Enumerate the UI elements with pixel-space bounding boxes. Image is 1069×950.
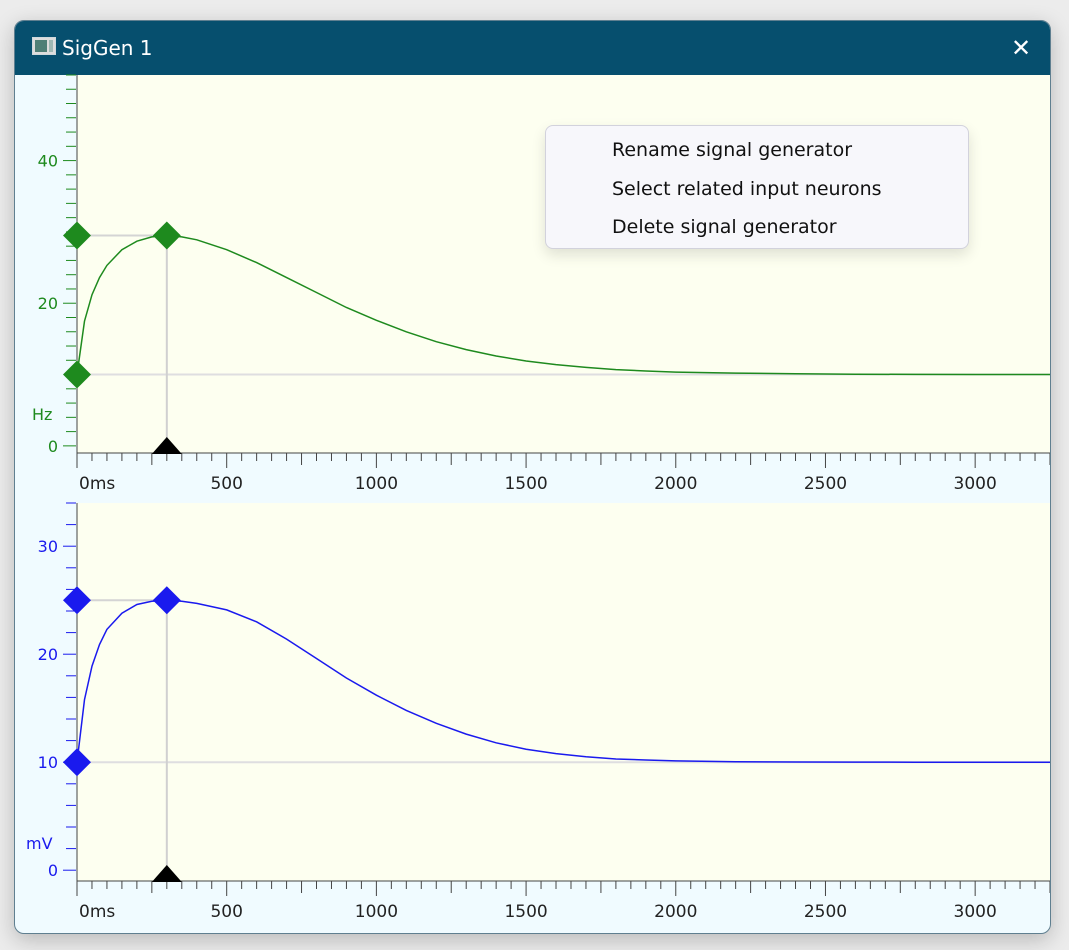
- frequency-handle-1[interactable]: [63, 360, 91, 389]
- frequency-unit-label: Hz: [32, 405, 52, 424]
- select-related-input-neurons-menu-item[interactable]: Select related input neurons: [612, 178, 882, 200]
- frequency-x-tick-label: 3000: [954, 474, 997, 494]
- voltage-handles[interactable]: [63, 586, 181, 777]
- frequency-y-tick-label: 40: [38, 152, 58, 171]
- voltage-x-tick-label: 500: [210, 902, 242, 922]
- frequency-x-tick-labels: 0ms 500 1000 1500 2000 2500 3000: [79, 474, 997, 494]
- voltage-handle-1[interactable]: [63, 748, 91, 777]
- frequency-x-ticks: [76, 453, 1050, 468]
- frequency-x-tick-label: 2500: [804, 474, 847, 494]
- voltage-handle-2[interactable]: [152, 586, 181, 615]
- siggen-window: SigGen 1 ✕ 0 20 40 Hz 0ms 500 1000 1500 2000 25…: [14, 20, 1051, 934]
- voltage-y-tick-label: 10: [38, 753, 58, 772]
- frequency-x-tick-label: 500: [210, 474, 242, 494]
- frequency-y-tick-label: 20: [38, 294, 58, 313]
- frequency-x-tick-label: 2000: [654, 474, 697, 494]
- voltage-time-marker[interactable]: [151, 865, 182, 882]
- voltage-x-tick-label: 3000: [954, 902, 997, 922]
- voltage-plot-background: [77, 503, 1050, 881]
- close-icon[interactable]: ✕: [1010, 34, 1032, 62]
- voltage-x-tick-label: 2000: [654, 902, 697, 922]
- voltage-x-tick-labels: 0ms 500 1000 1500 2000 2500 3000: [79, 902, 997, 922]
- rename-signal-generator-menu-item[interactable]: Rename signal generator: [612, 139, 853, 161]
- voltage-y-tick-label: 0: [48, 861, 58, 880]
- frequency-handle-0[interactable]: [63, 221, 91, 250]
- voltage-x-tick-label: 2500: [804, 902, 847, 922]
- voltage-y-tick-label: 20: [38, 645, 58, 664]
- voltage-unit-label: mV: [26, 834, 53, 853]
- frequency-y-tick-labels: 0 20 40: [38, 152, 58, 456]
- voltage-series-line: [76, 599, 1050, 763]
- delete-signal-generator-menu-item[interactable]: Delete signal generator: [612, 216, 837, 238]
- frequency-y-minor-ticks: [63, 74, 76, 447]
- voltage-x-tick-label: 0ms: [79, 902, 115, 922]
- frequency-time-marker[interactable]: [151, 437, 182, 454]
- title-bar[interactable]: SigGen 1 ✕: [15, 21, 1050, 75]
- voltage-x-ticks: [76, 881, 1050, 896]
- window-title: SigGen 1: [62, 36, 153, 60]
- app-window-icon: [32, 37, 56, 55]
- context-menu: Rename signal generator Select related i…: [545, 125, 969, 249]
- frequency-x-tick-label: 1500: [504, 474, 547, 494]
- frequency-y-tick-label: 0: [48, 437, 58, 456]
- voltage-y-minor-ticks: [63, 502, 76, 871]
- frequency-x-tick-label: 1000: [355, 474, 398, 494]
- voltage-y-tick-label: 30: [38, 537, 58, 556]
- frequency-series-line: [76, 234, 1050, 376]
- voltage-x-tick-label: 1000: [355, 902, 398, 922]
- frequency-handles[interactable]: [63, 221, 181, 389]
- voltage-y-tick-labels: 0 10 20 30: [38, 537, 58, 880]
- frequency-handle-2[interactable]: [152, 221, 181, 250]
- frequency-x-tick-label: 0ms: [79, 474, 115, 494]
- voltage-handle-0[interactable]: [63, 586, 91, 615]
- voltage-chart[interactable]: 0 10 20 30 mV 0ms 500 1000 1500 2000 2500 3000: [26, 502, 1050, 922]
- voltage-x-tick-label: 1500: [504, 902, 547, 922]
